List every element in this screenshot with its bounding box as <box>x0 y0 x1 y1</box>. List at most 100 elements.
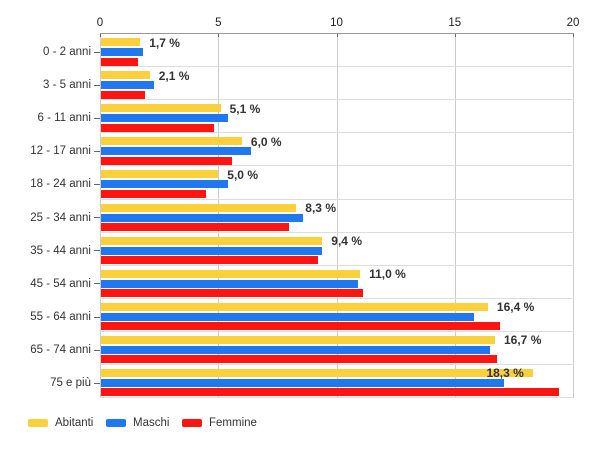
bar-maschi <box>101 114 228 123</box>
x-axis-tick-mark <box>573 33 574 37</box>
bar-abitanti <box>101 269 361 278</box>
value-label: 11,0 % <box>369 267 406 282</box>
bar-maschi <box>101 48 143 56</box>
value-label: 8,3 % <box>305 201 336 215</box>
category-label: 45 - 54 anni <box>30 277 91 290</box>
bar-femmine <box>101 90 145 99</box>
row-separator-line <box>100 231 574 233</box>
bar-maschi <box>101 246 323 255</box>
value-label: 9,4 % <box>331 234 362 248</box>
x-axis-tick-label: 0 <box>96 17 104 29</box>
category-label: 55 - 64 anni <box>30 310 91 323</box>
bar-abitanti <box>101 71 150 80</box>
bar-maschi <box>101 279 358 288</box>
bar-maschi <box>101 378 505 387</box>
x-axis-tick-label: 10 <box>330 17 343 29</box>
bar-femmine <box>101 156 233 165</box>
value-label: 2,1 % <box>158 68 190 83</box>
vertical-gridline <box>573 33 574 397</box>
legend-item-maschi: Maschi <box>106 415 169 431</box>
category-tick-mark <box>94 283 100 285</box>
x-axis-tick-mark <box>454 33 456 37</box>
category-tick-mark <box>94 316 100 318</box>
category-label: 65 - 74 anni <box>30 343 91 356</box>
row-separator-line <box>100 165 574 167</box>
bar-femmine <box>101 123 214 132</box>
bar-maschi <box>101 81 155 90</box>
bar-maschi <box>101 345 491 354</box>
category-label: 3 - 5 anni <box>43 79 91 92</box>
x-axis-tick-mark <box>218 33 220 37</box>
category-label: 25 - 34 anni <box>30 211 91 224</box>
category-label: 12 - 17 anni <box>30 145 91 158</box>
row-separator-line <box>100 198 574 200</box>
legend-item-femmine: Femmine <box>182 415 257 431</box>
row-separator-line <box>100 132 574 134</box>
bar-abitanti <box>101 38 141 46</box>
value-label: 16,7 % <box>504 333 542 348</box>
legend-label-femmine: Femmine <box>209 417 257 429</box>
category-tick-mark <box>94 84 100 86</box>
legend-swatch-maschi <box>106 419 126 427</box>
bar-abitanti <box>101 137 242 146</box>
category-label: 0 - 2 anni <box>43 46 91 58</box>
x-axis-tick-mark <box>100 33 101 37</box>
bar-femmine <box>101 223 290 231</box>
vertical-gridline <box>336 33 338 397</box>
vertical-gridline <box>454 33 456 397</box>
legend: Abitanti Maschi Femmine <box>0 415 600 431</box>
value-label: 18,3 % <box>486 366 524 381</box>
category-tick-mark <box>94 250 100 252</box>
category-label: 35 - 44 anni <box>30 244 91 257</box>
bar-femmine <box>101 289 363 298</box>
legend-item-abitanti: Abitanti <box>28 415 93 431</box>
bar-maschi <box>101 180 228 189</box>
bar-abitanti <box>101 236 323 245</box>
bar-femmine <box>101 57 138 66</box>
row-separator-line <box>100 66 574 68</box>
legend-swatch-femmine <box>182 419 202 427</box>
x-axis-tick-label: 15 <box>448 17 462 29</box>
category-tick-mark <box>94 382 100 384</box>
bar-femmine <box>101 322 500 331</box>
row-separator-line <box>100 99 574 101</box>
x-axis-line <box>100 33 574 34</box>
bar-femmine <box>101 355 498 364</box>
bar-abitanti <box>101 302 488 311</box>
row-separator-line <box>100 330 574 332</box>
category-label: 18 - 24 anni <box>30 178 91 191</box>
value-label: 5,0 % <box>227 167 258 182</box>
x-axis-tick-label: 20 <box>566 17 580 29</box>
row-separator-line <box>100 264 574 266</box>
category-tick-mark <box>94 51 100 53</box>
row-separator-line <box>100 297 574 299</box>
bar-abitanti <box>101 104 221 113</box>
value-label: 1,7 % <box>149 35 180 50</box>
row-separator-line <box>100 363 574 365</box>
x-axis-tick-label: 5 <box>215 17 222 29</box>
bar-maschi <box>101 147 252 156</box>
category-tick-mark <box>94 151 100 153</box>
bar-maschi <box>101 213 304 222</box>
bar-abitanti <box>101 368 533 377</box>
legend-swatch-abitanti <box>28 419 48 427</box>
vertical-gridline <box>100 33 101 397</box>
value-label: 5,1 % <box>229 101 261 116</box>
value-label: 16,4 % <box>496 300 535 315</box>
bar-femmine <box>101 388 559 397</box>
bar-abitanti <box>101 203 297 212</box>
category-tick-mark <box>94 184 100 186</box>
x-axis-tick-mark <box>336 33 338 37</box>
value-label: 6,0 % <box>250 134 282 149</box>
bar-maschi <box>101 312 474 321</box>
legend-label-maschi: Maschi <box>133 417 170 429</box>
bar-femmine <box>101 256 318 264</box>
category-label: 75 e più <box>50 376 91 389</box>
bar-femmine <box>101 189 207 198</box>
category-tick-mark <box>94 349 100 351</box>
category-label: 6 - 11 anni <box>37 112 92 125</box>
row-separator-line <box>100 397 574 398</box>
category-tick-mark <box>94 217 100 219</box>
bar-abitanti <box>101 335 495 344</box>
